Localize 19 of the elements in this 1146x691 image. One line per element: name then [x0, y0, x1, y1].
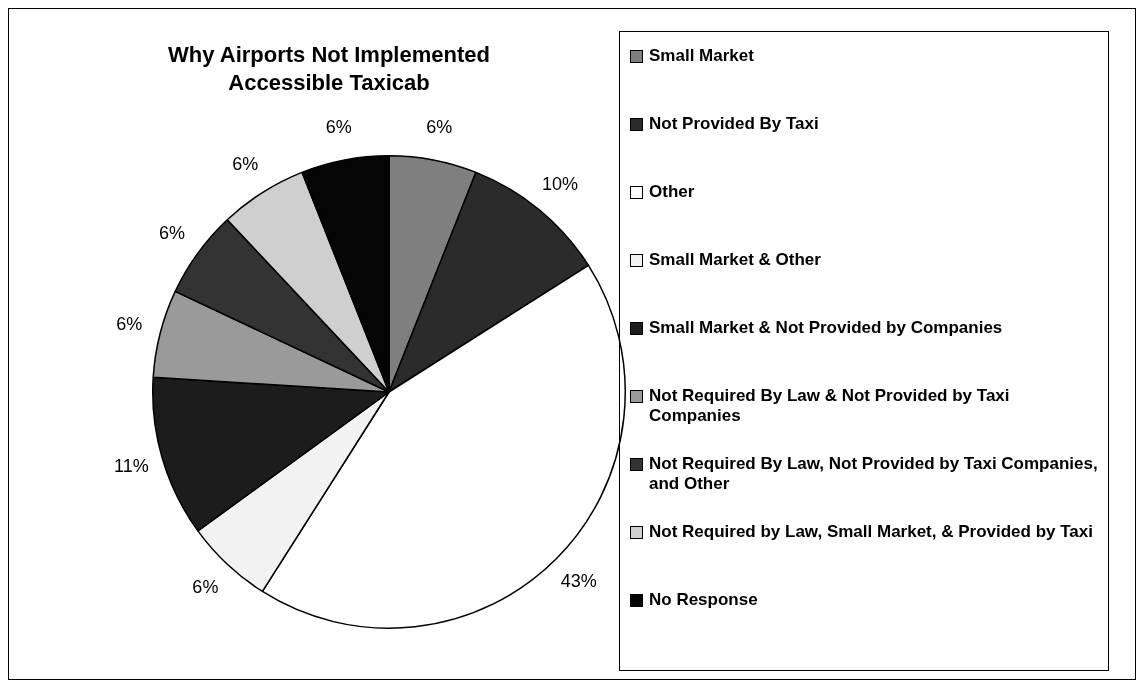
data-label: 6%: [192, 576, 219, 597]
data-label: 6%: [426, 117, 453, 138]
data-label: 6%: [232, 154, 259, 175]
legend-label: Not Required by Law, Small Market, & Provided by Taxi: [649, 522, 1093, 542]
data-label: 11%: [114, 455, 149, 476]
legend-label: Other: [649, 182, 695, 202]
text: Why Airports Not Implemented Accessible Taxicab: [167, 41, 491, 97]
data-label: 10%: [541, 174, 578, 195]
legend-label: Not Required By Law, Not Provided by Taxi Companies, and Other: [649, 454, 1098, 494]
legend-label: Small Market: [649, 46, 754, 66]
legend-label: Small Market & Other: [649, 250, 821, 270]
data-label: 6%: [325, 117, 352, 138]
data-label: 6%: [158, 223, 185, 244]
legend-label: Not Required By Law & Not Provided by Taxi Companies: [649, 386, 1011, 426]
legend-label: No Response: [649, 590, 758, 610]
data-label: 6%: [116, 314, 143, 335]
legend-label: Small Market & Not Provided by Companies: [649, 318, 1003, 338]
data-label: 43%: [560, 570, 597, 591]
legend-label: Not Provided By Taxi: [649, 114, 819, 134]
